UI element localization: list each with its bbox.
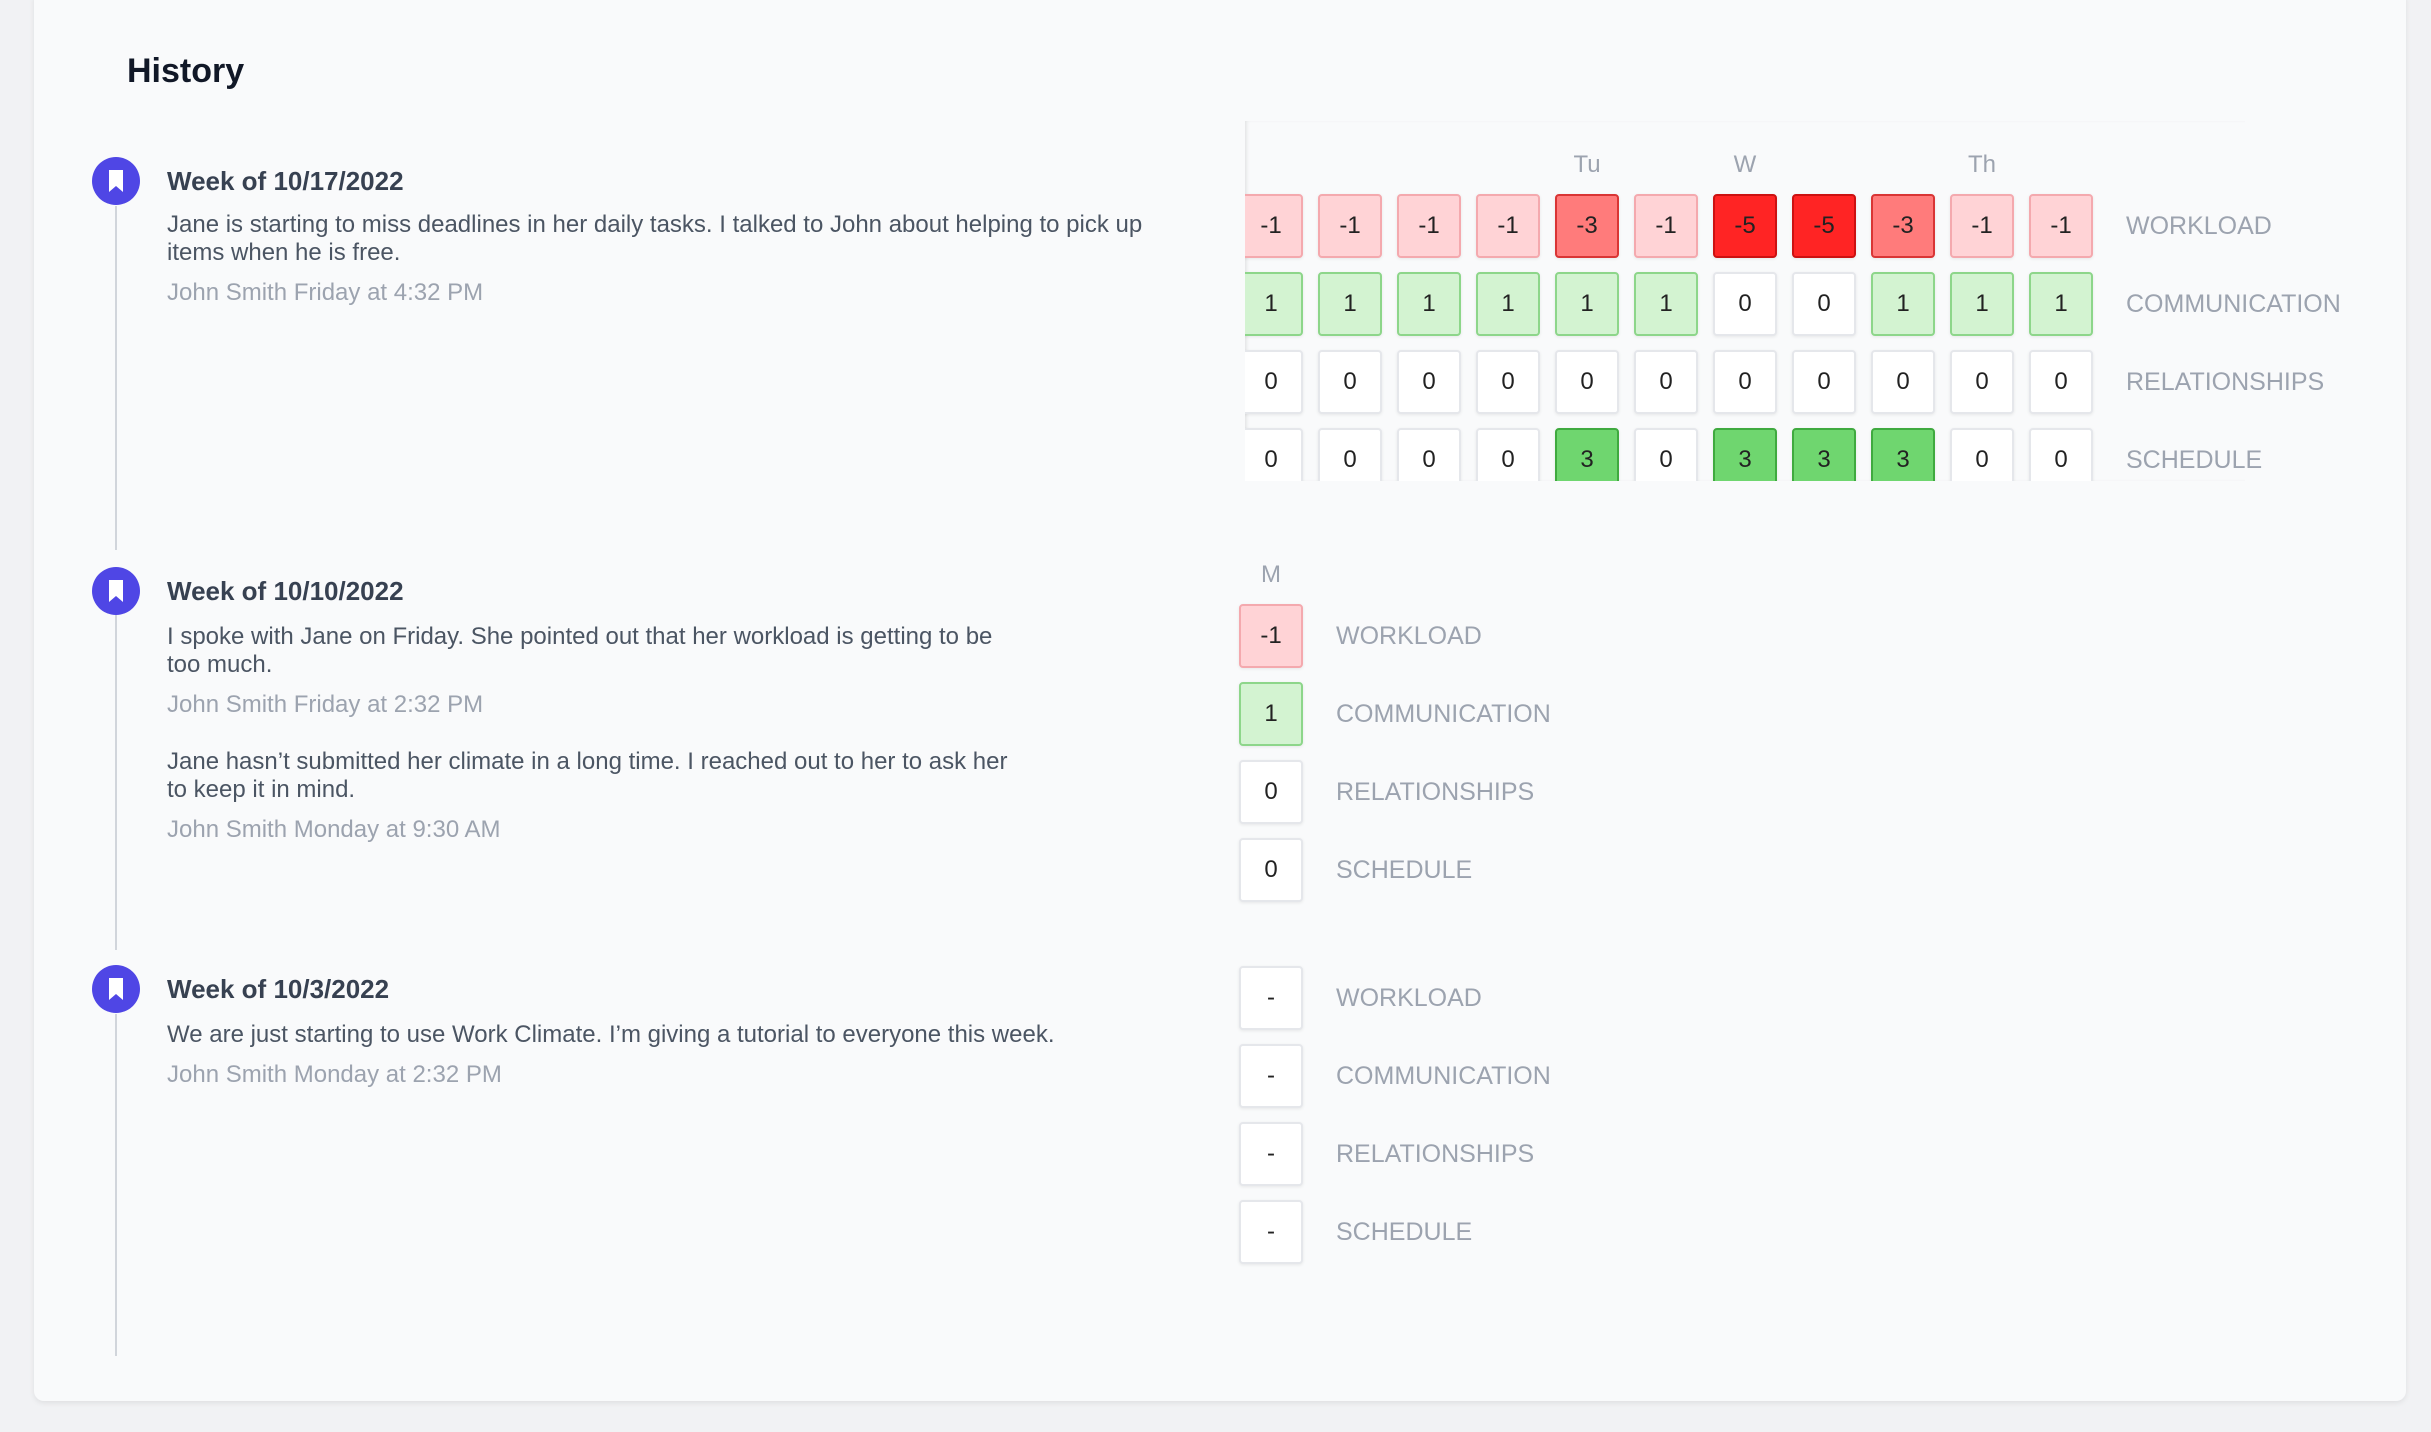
row-label: WORKLOAD [1336, 984, 1482, 1012]
score-cell: 0 [1245, 350, 1303, 414]
note: Jane hasn’t submitted her climate in a l… [167, 748, 1017, 844]
row-label: COMMUNICATION [1336, 700, 1551, 728]
score-cell: 0 [1239, 760, 1303, 824]
score-cell: -1 [1476, 194, 1540, 258]
timeline-line [115, 615, 117, 950]
score-cell: -1 [1950, 194, 2014, 258]
score-cell: 0 [2029, 350, 2093, 414]
timeline-icon [92, 157, 140, 205]
row-label: RELATIONSHIPS [1336, 778, 1535, 806]
score-cell: 0 [1950, 428, 2014, 481]
day-label: W [1733, 151, 1757, 178]
score-cell: 1 [1871, 272, 1935, 336]
note: We are just starting to use Work Climate… [167, 1021, 1267, 1089]
timeline-icon [92, 965, 140, 1013]
note-meta: John Smith Friday at 4:32 PM [167, 279, 484, 306]
row-label: WORKLOAD [1336, 622, 1482, 650]
score-cell: - [1239, 966, 1303, 1030]
score-cell: 0 [1476, 350, 1540, 414]
history-card: History Week of 10/17/2022 Jane is starti… [34, 0, 2406, 1401]
day-label: M [1261, 561, 1281, 588]
row-label: RELATIONSHIPS [1336, 1140, 1535, 1168]
score-cell: 0 [1713, 350, 1777, 414]
day-label: Tu [1573, 151, 1601, 178]
score-cell: 0 [1397, 428, 1461, 481]
score-cell: 1 [2029, 272, 2093, 336]
score-cell: 0 [1950, 350, 2014, 414]
row-label: RELATIONSHIPS [2126, 368, 2325, 396]
row-label: SCHEDULE [2126, 446, 2263, 474]
score-cell: 1 [1634, 272, 1698, 336]
day-label: Th [1967, 151, 1996, 178]
score-cell: 3 [1871, 428, 1935, 481]
score-cell: 0 [1871, 350, 1935, 414]
score-cell: 1 [1397, 272, 1461, 336]
score-cell: 1 [1555, 272, 1619, 336]
score-cell: -5 [1792, 194, 1856, 258]
week-title: Week of 10/10/2022 [167, 576, 404, 606]
note-meta: John Smith Monday at 9:30 AM [167, 816, 501, 843]
score-cell: 1 [1239, 682, 1303, 746]
score-cell: -1 [1239, 604, 1303, 668]
note-text: Jane hasn’t submitted her climate in a l… [167, 748, 1008, 803]
score-cell: - [1239, 1122, 1303, 1186]
note: I spoke with Jane on Friday. She pointed… [167, 623, 1017, 719]
note-text: I spoke with Jane on Friday. She pointed… [167, 623, 993, 678]
score-cell: 0 [1634, 428, 1698, 481]
score-cell: -1 [1634, 194, 1698, 258]
note-text: We are just starting to use Work Climate… [167, 1021, 1055, 1048]
score-cell: -3 [1871, 194, 1935, 258]
score-cell: 0 [1318, 428, 1382, 481]
score-cell: 0 [1318, 350, 1382, 414]
score-cell: 1 [1476, 272, 1540, 336]
score-cell: -1 [1245, 194, 1303, 258]
score-cell: - [1239, 1044, 1303, 1108]
score-cell: 0 [1555, 350, 1619, 414]
score-cell: 0 [2029, 428, 2093, 481]
score-cell: 1 [1245, 272, 1303, 336]
score-cell: -3 [1555, 194, 1619, 258]
timeline-line [115, 1014, 117, 1356]
score-cell: 0 [1245, 428, 1303, 481]
note-text: Jane is starting to miss deadlines in he… [167, 211, 1143, 266]
score-cell: 1 [1318, 272, 1382, 336]
score-cell: 3 [1555, 428, 1619, 481]
score-cell: -1 [2029, 194, 2093, 258]
score-cell: 0 [1713, 272, 1777, 336]
score-cell: -5 [1713, 194, 1777, 258]
row-label: COMMUNICATION [2126, 290, 2341, 318]
score-cell: 0 [1397, 350, 1461, 414]
score-cell: -1 [1318, 194, 1382, 258]
score-cell: 3 [1713, 428, 1777, 481]
row-label: WORKLOAD [2126, 212, 2272, 240]
score-cell: 0 [1476, 428, 1540, 481]
note-meta: John Smith Monday at 2:32 PM [167, 1061, 502, 1088]
note-meta: John Smith Friday at 2:32 PM [167, 691, 484, 718]
score-cell: 0 [1239, 838, 1303, 902]
week-title: Week of 10/17/2022 [167, 166, 404, 196]
score-cell: 3 [1792, 428, 1856, 481]
row-label: SCHEDULE [1336, 1218, 1473, 1246]
score-cell: -1 [1397, 194, 1461, 258]
timeline-line [115, 206, 117, 550]
score-grid: Tu W Th -1 -1 -1 -1 -3 -1 -5 -5 -3 -1 -1 1 1 1 1 1 1 0 0 1 1 1 0 0… [1245, 121, 2245, 481]
timeline-icon [92, 567, 140, 615]
score-cell: - [1239, 1200, 1303, 1264]
week-title: Week of 10/3/2022 [167, 974, 390, 1004]
score-cell: 0 [1634, 350, 1698, 414]
score-cell: 0 [1792, 272, 1856, 336]
score-cell: 1 [1950, 272, 2014, 336]
note: Jane is starting to miss deadlines in he… [167, 211, 1157, 307]
section-title: History [127, 52, 245, 90]
row-label: COMMUNICATION [1336, 1062, 1551, 1090]
row-label: SCHEDULE [1336, 856, 1473, 884]
score-cell: 0 [1792, 350, 1856, 414]
